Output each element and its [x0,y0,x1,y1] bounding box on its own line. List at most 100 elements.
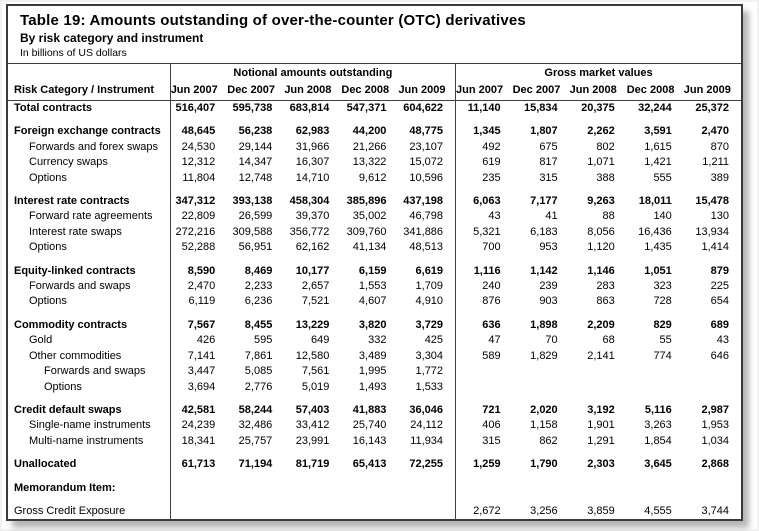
section-gap-row [8,116,741,125]
cell-gross-4: 1,211 [702,156,729,169]
cell-notional-4: 1,533 [415,380,444,393]
cell-notional-0: 7,567 [169,317,228,334]
cell-notional-1: 58,244 [238,403,273,416]
cell-gross-3 [627,481,684,496]
cell-notional-0: 24,239 [169,418,228,434]
cell-notional-1: 2,233 [244,280,273,293]
cell-notional-0: 52,288 [169,240,228,256]
cell-notional-2: 62,983 [295,125,330,138]
cell-notional-2: 23,991 [295,434,330,447]
cell-gross-0: 6,063 [455,194,513,210]
row-label: Forwards and swaps [29,280,131,293]
cell-gross-0: 700 [455,240,513,256]
cell-notional-2: 649 [311,334,330,347]
cell-notional-1: 7,861 [244,349,273,362]
cell-notional-1: 71,194 [238,458,273,471]
cell-notional-1 [227,481,284,496]
cell-gross-1 [513,481,570,496]
cell-gross-3: 774 [653,349,672,362]
cell-gross-2: 2,262 [587,125,615,138]
cell-gross-2: 88 [602,210,615,223]
row-label: Foreign exchange contracts [14,125,161,138]
cell-notional-2: 13,229 [295,318,330,331]
cell-gross-2: 20,375 [581,102,615,114]
cell-gross-2: 1,071 [587,156,615,169]
cell-notional-3: 9,612 [358,171,387,184]
cell-gross-1 [513,380,570,395]
cell-gross-4 [684,380,741,395]
cell-gross-0: 315 [455,433,513,450]
cell-notional-3: 3,820 [358,318,387,331]
cell-gross-0: 876 [455,294,513,310]
cell-notional-3: 547,371 [346,102,387,114]
cell-gross-4: 2,470 [701,125,729,138]
cell-notional-0: 2,470 [169,279,228,295]
row-label: Forwards and forex swaps [29,140,158,153]
cell-gross-4: 879 [710,264,729,277]
cell-gross-4: 43 [716,334,729,347]
cell-gross-2 [570,380,627,395]
cell-notional-0: 42,581 [169,402,228,419]
column-group-row: Notional amounts outstanding Gross marke… [8,63,741,82]
cell-gross-3: 728 [653,295,672,308]
cell-gross-2: 68 [602,334,615,347]
cell-notional-4: 36,046 [409,403,444,416]
cell-gross-0: 636 [455,317,513,334]
cell-gross-1: 41 [545,210,558,223]
otc-derivatives-table: Notional amounts outstanding Gross marke… [8,63,741,520]
cell-gross-4: 1,414 [701,241,729,254]
cell-gross-0 [455,480,513,496]
cell-gross-2: 863 [596,295,615,308]
cell-gross-1: 817 [539,156,558,169]
cell-notional-3: 309,760 [346,225,387,238]
cell-notional-1: 2,776 [244,380,273,393]
cell-notional-1 [227,504,284,519]
table-row: Other commodities 7,141 7,861 12,580 3,4… [8,348,741,365]
cell-notional-0: 516,407 [169,100,228,117]
cell-gross-2 [570,481,627,496]
cell-notional-3: 3,489 [358,349,387,362]
cell-notional-0: 347,312 [169,194,228,210]
cell-notional-2: 356,772 [289,225,330,238]
cell-notional-1: 5,085 [244,365,273,378]
cell-gross-0: 47 [455,333,513,349]
cell-gross-0: 2,672 [455,503,513,520]
cell-gross-4: 2,987 [701,403,729,416]
table-row: Options 52,288 56,951 62,162 41,134 48,5… [8,240,741,256]
cell-notional-4: 48,513 [409,241,444,254]
cell-gross-3: 3,591 [644,125,672,138]
cell-gross-3: 5,116 [644,403,672,416]
cell-notional-4: 1,709 [415,280,444,293]
cell-notional-3: 1,493 [358,380,387,393]
cell-gross-1: 7,177 [530,195,558,208]
cell-notional-0 [169,503,228,520]
cell-notional-2: 81,719 [295,458,330,471]
table-row: Forwards and forex swaps 24,530 29,144 3… [8,139,741,156]
cell-notional-3: 41,883 [352,403,387,416]
cell-notional-0 [169,480,228,496]
cell-gross-0: 235 [455,170,513,187]
cell-notional-4: 4,910 [415,295,444,308]
cell-gross-3: 829 [653,318,672,331]
row-label: Equity-linked contracts [14,264,136,277]
cell-notional-3: 385,896 [346,195,387,208]
cell-notional-4: 3,304 [415,349,444,362]
section-gap-row [8,394,741,403]
cell-notional-1: 26,599 [238,210,273,223]
cell-notional-0: 11,804 [169,170,228,187]
row-label: Forward rate agreements [29,210,153,223]
cell-notional-4: 437,198 [403,195,444,208]
cell-notional-0: 6,119 [169,294,228,310]
row-label: Options [29,171,67,184]
cell-notional-3: 16,143 [352,434,387,447]
cell-gross-2: 1,901 [587,419,615,432]
col-header-notional-0: Jun 2007 [169,82,228,101]
col-header-notional-3: Dec 2008 [341,84,390,96]
cell-gross-1: 1,829 [530,349,558,362]
cell-notional-4: 46,798 [409,210,444,223]
cell-notional-2: 2,657 [301,280,330,293]
table-row: Credit default swaps 42,581 58,244 57,40… [8,402,741,419]
cell-notional-3 [341,481,398,496]
cell-gross-2: 1,291 [587,434,615,447]
cell-notional-2: 31,966 [295,140,330,153]
